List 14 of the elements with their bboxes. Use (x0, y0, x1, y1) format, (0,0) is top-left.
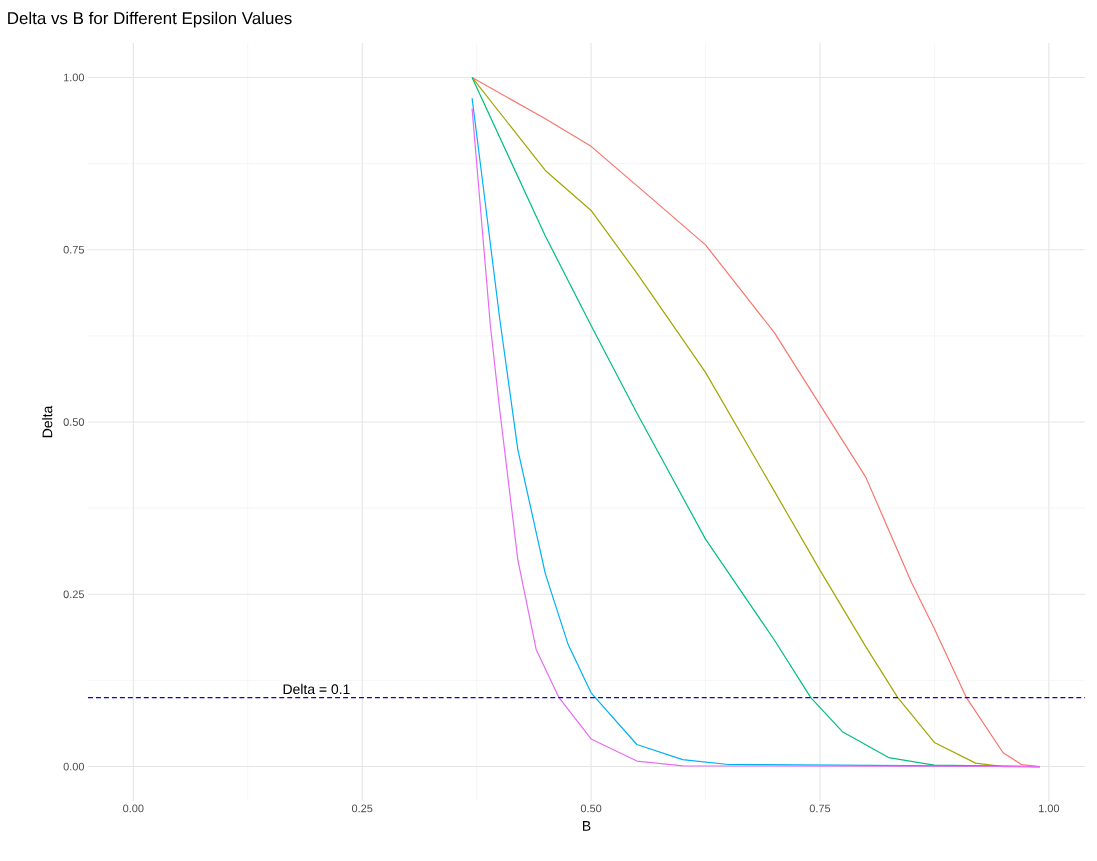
y-tick-label: 0.00 (63, 762, 85, 771)
y-tick-label: 0.75 (63, 245, 85, 254)
chart-title: Delta vs B for Different Epsilon Values (8, 11, 292, 28)
y-axis-title: Delta (42, 405, 53, 438)
x-axis-title: B (582, 821, 591, 831)
x-tick-label: 0.25 (351, 804, 373, 813)
ref-line-label: Delta = 0.1 (283, 683, 350, 695)
x-tick-label: 0.75 (809, 804, 831, 813)
y-tick-label: 0.25 (63, 590, 85, 599)
x-tick-label: 0.50 (580, 804, 602, 813)
x-tick-label: 1.00 (1039, 804, 1060, 813)
y-tick-label: 1.00 (63, 73, 85, 82)
y-tick-label: 0.50 (63, 418, 85, 426)
x-tick-label: 0.00 (123, 804, 144, 813)
